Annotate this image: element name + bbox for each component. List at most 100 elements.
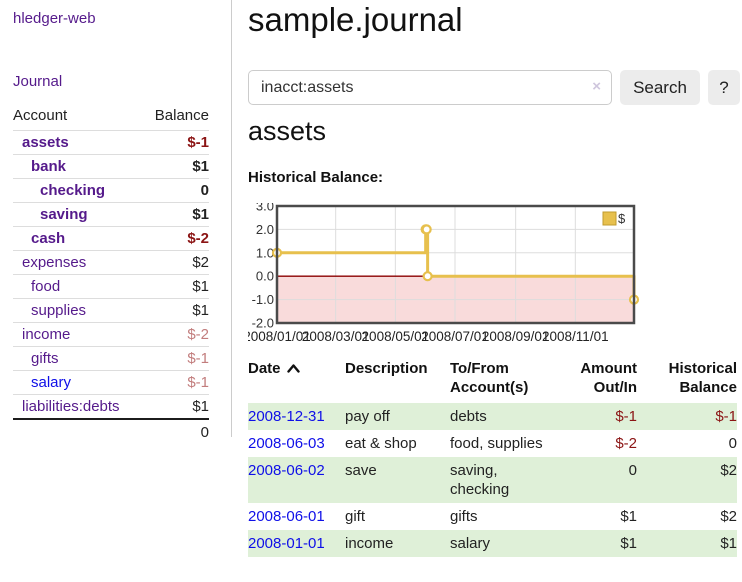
register-body: 2008-12-31 pay off debts $-1 $-1 2008-06-03 ea… — [248, 403, 737, 557]
sidebar: hledger-web Journal Account Balance asse… — [0, 0, 232, 445]
accounts-table: Account Balance assets $-1 bank $1 checking 0… — [13, 104, 209, 445]
register-header-row: Date Description To/From Account(s) Amount … — [248, 356, 737, 403]
transaction-description: save — [345, 462, 377, 479]
register-col-to-from: To/From Account(s) — [450, 360, 529, 396]
legend-label: $ — [618, 211, 626, 226]
transaction-amount: $-2 — [615, 435, 637, 452]
account-row: supplies $1 — [13, 298, 209, 323]
chart-title: Historical Balance: — [248, 169, 384, 186]
transaction-accounts: saving, checking — [450, 462, 510, 498]
y-tick-label: -2.0 — [252, 316, 274, 331]
account-balance: $-1 — [142, 346, 209, 371]
account-link[interactable]: income — [22, 326, 71, 343]
account-row: expenses $2 — [13, 250, 209, 275]
transaction-date-link[interactable]: 2008-12-31 — [248, 408, 325, 425]
historical-balance-chart: 3.0 2.0 1.0 0.0 -1.0 -2.02008/01/012008/03/01… — [248, 203, 640, 344]
account-row: liabilities:debts $1 — [13, 394, 209, 419]
register-col-amount: Amount Out/In — [580, 360, 637, 396]
account-balance: $1 — [142, 298, 209, 323]
accounts-total-row: 0 — [13, 418, 209, 445]
account-link[interactable]: cash — [31, 230, 66, 247]
account-row: checking 0 — [13, 178, 209, 203]
account-link[interactable]: expenses — [22, 254, 87, 271]
transaction-row: 2008-12-31 pay off debts $-1 $-1 — [248, 403, 737, 430]
transaction-row: 2008-06-02 save saving, checking 0 $2 — [248, 457, 737, 503]
transaction-description: gift — [345, 508, 366, 525]
account-balance: $-2 — [142, 226, 209, 251]
account-row: saving $1 — [13, 202, 209, 227]
account-balance: 0 — [142, 178, 209, 203]
y-tick-label: -1.0 — [252, 292, 274, 307]
legend-swatch — [602, 211, 617, 226]
transaction-balance: $-1 — [715, 408, 737, 425]
transaction-amount: 0 — [628, 462, 637, 479]
transaction-row: 2008-01-01 income salary $1 $1 — [248, 530, 737, 557]
account-balance: $2 — [142, 250, 209, 275]
account-link[interactable]: saving — [40, 206, 88, 223]
transaction-balance: $1 — [720, 535, 737, 552]
account-balance: $1 — [142, 202, 209, 227]
transaction-accounts: debts — [450, 408, 487, 425]
accounts-total-value: 0 — [13, 418, 209, 445]
search-button[interactable]: Search — [620, 70, 700, 105]
transaction-date-link[interactable]: 2008-06-01 — [248, 508, 325, 525]
y-tick-label: 1.0 — [256, 245, 274, 260]
x-tick-label: 2008/09/01 — [482, 329, 550, 344]
account-link[interactable]: liabilities:debts — [22, 398, 120, 415]
account-row: income $-2 — [13, 322, 209, 347]
transaction-balance: $2 — [720, 508, 737, 525]
account-row: salary $-1 — [13, 370, 209, 395]
account-link[interactable]: gifts — [31, 350, 59, 367]
accounts-col-balance: Balance — [154, 107, 209, 124]
sidebar-item-journal[interactable]: Journal — [13, 73, 63, 90]
transaction-amount: $-1 — [615, 408, 637, 425]
transaction-accounts: salary — [450, 535, 491, 552]
y-tick-label: 2.0 — [256, 222, 274, 237]
transaction-date-link[interactable]: 2008-01-01 — [248, 535, 325, 552]
account-row: gifts $-1 — [13, 346, 209, 371]
y-tick-label: 0.0 — [256, 269, 274, 284]
help-button[interactable]: ? — [708, 70, 740, 105]
account-row: cash $-2 — [13, 226, 209, 251]
transaction-row: 2008-06-03 eat & shop food, supplies $-2 0 — [248, 430, 737, 457]
transaction-description: income — [345, 535, 394, 552]
x-tick-label: 2008/05/01 — [362, 329, 430, 344]
x-tick-label: 2008/01/01 — [248, 329, 311, 344]
register-col-description: Description — [345, 360, 428, 377]
data-point-marker — [422, 271, 433, 282]
transaction-accounts: food, supplies — [450, 435, 543, 452]
transaction-row: 2008-06-01 gift gifts $1 $2 — [248, 503, 737, 530]
account-link[interactable]: salary — [31, 374, 72, 391]
transaction-date-link[interactable]: 2008-06-03 — [248, 435, 325, 452]
brand-link[interactable]: hledger-web — [13, 10, 96, 27]
account-balance: $1 — [142, 394, 209, 419]
register-col-historical: Historical Balance — [668, 360, 737, 396]
account-link[interactable]: food — [31, 278, 61, 295]
x-tick-label: 2008/11/01 — [542, 329, 609, 344]
account-heading: assets — [248, 116, 327, 146]
account-row: food $1 — [13, 274, 209, 299]
account-link[interactable]: bank — [31, 158, 67, 175]
search-input[interactable] — [248, 70, 612, 105]
clear-search-icon[interactable]: × — [592, 78, 601, 95]
account-link[interactable]: supplies — [31, 302, 87, 319]
transaction-description: pay off — [345, 408, 390, 425]
search-bar: × Search ? — [248, 70, 742, 105]
account-link[interactable]: assets — [22, 134, 69, 151]
account-balance: $1 — [142, 274, 209, 299]
account-balance: $-1 — [142, 370, 209, 395]
transaction-date-link[interactable]: 2008-06-02 — [248, 462, 325, 479]
register-col-date[interactable]: Date — [248, 356, 345, 403]
transaction-balance: $2 — [720, 462, 737, 479]
data-point-marker — [421, 224, 432, 235]
transaction-amount: $1 — [620, 535, 637, 552]
sidebar-accounts-body: assets $-1 bank $1 checking 0 saving $1 cash $-2 e… — [13, 130, 209, 419]
sort-ascending-chevron-up-icon — [286, 364, 300, 373]
y-tick-label: 3.0 — [256, 203, 274, 214]
account-link[interactable]: checking — [40, 182, 106, 199]
register-table: Date Description To/From Account(s) Amount … — [248, 356, 737, 557]
account-row: bank $1 — [13, 154, 209, 179]
account-balance: $-1 — [142, 130, 209, 155]
x-tick-label: 2008/03/01 — [302, 329, 370, 344]
account-balance: $1 — [142, 154, 209, 179]
